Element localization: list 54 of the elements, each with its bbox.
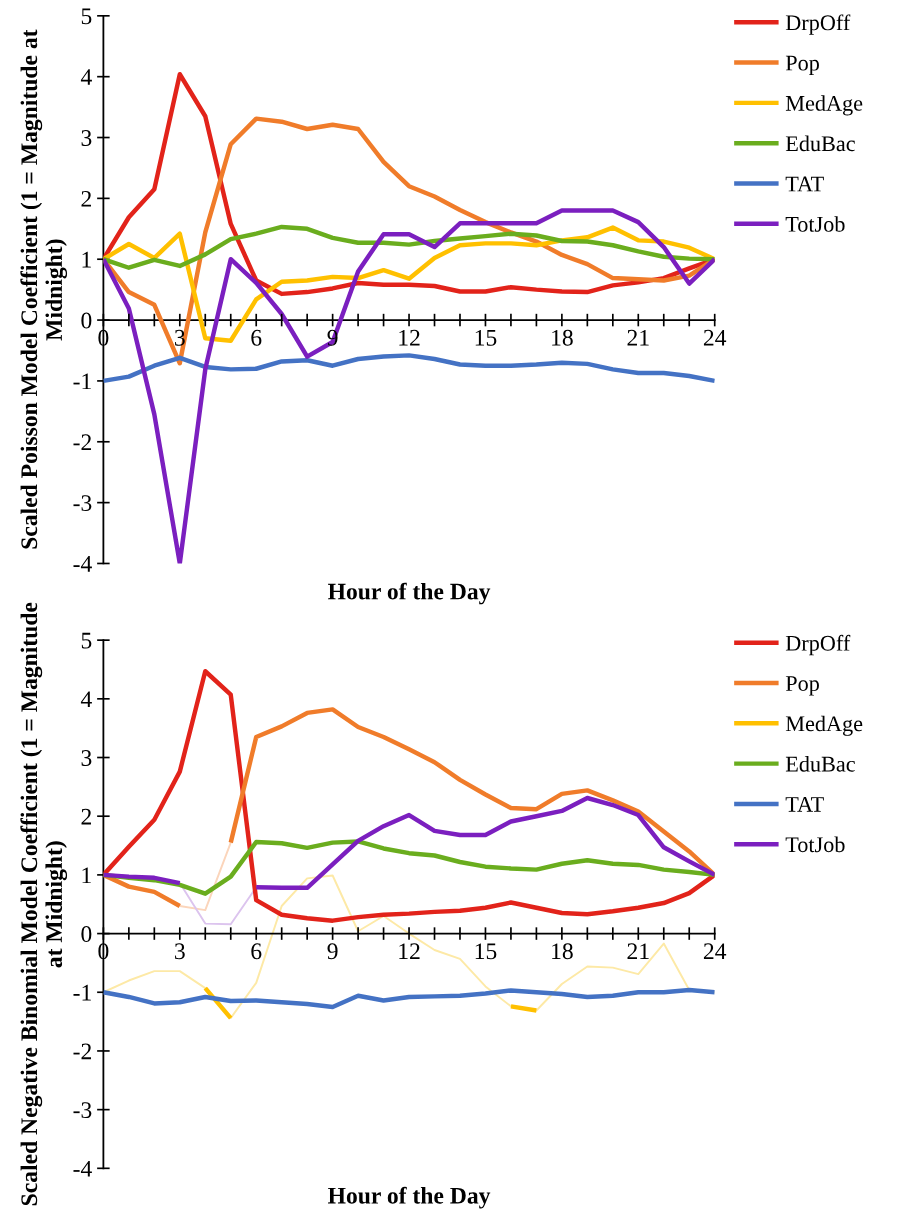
y-tick-label: -2 — [73, 1043, 91, 1060]
legend-label: DrpOff — [785, 634, 851, 656]
y-tick-label: 4 — [80, 691, 92, 708]
line-series — [103, 353, 715, 384]
legend-label: EduBac — [785, 135, 855, 152]
y-axis-title: Scaled Negative Binomial Model Coefficient (1 = Magnitude at Midnight) — [20, 602, 68, 1206]
x-tick-label: 12 — [399, 943, 420, 959]
y-tick-label: -1 — [73, 984, 91, 1001]
y-tick-label: 0 — [81, 312, 92, 329]
y-axis-title: Scaled Poisson Model Coefficient (1 = Magnitude at Midnight) — [20, 29, 68, 549]
y-tick-label: -1 — [73, 373, 91, 390]
legend-label: MedAge — [785, 715, 863, 736]
y-tick-label: -3 — [73, 495, 92, 512]
line-series — [103, 987, 715, 1010]
line-series — [103, 224, 715, 270]
x-axis-title: Hour of the Day — [328, 582, 491, 605]
x-tick-label: 18 — [552, 943, 573, 960]
y-tick-label: 4 — [80, 69, 92, 85]
y-tick-label: -4 — [73, 1160, 92, 1177]
x-tick-label: 15 — [475, 943, 497, 960]
legend-label: DrpOff — [785, 14, 851, 35]
y-tick-label: 0 — [81, 926, 92, 942]
y-tick-label: 5 — [81, 632, 92, 649]
y-tick-label: 1 — [82, 867, 91, 884]
x-axis-title: Hour of the Day — [328, 1186, 491, 1209]
legend-label: Pop — [785, 55, 819, 76]
y-tick-label: 2 — [81, 190, 91, 207]
x-tick-label: 24 — [703, 943, 727, 959]
legend-label: TotJob — [785, 216, 845, 232]
y-tick-label: 2 — [81, 808, 91, 825]
line-series — [103, 669, 715, 923]
legend-label: MedAge — [785, 95, 863, 116]
x-tick-label: 9 — [327, 943, 338, 960]
legend-label: Pop — [785, 676, 819, 696]
x-tick-label: 18 — [552, 329, 573, 346]
legend-label: EduBac — [785, 755, 855, 772]
y-tick-label: 5 — [81, 8, 92, 25]
x-tick-label: 6 — [251, 329, 262, 346]
y-tick-label: -2 — [73, 434, 91, 450]
x-tick-label: 15 — [475, 329, 497, 346]
y-tick-label: -3 — [73, 1102, 92, 1119]
x-tick-label: 12 — [399, 329, 420, 346]
x-tick-label: 21 — [627, 329, 649, 346]
x-tick-label: 6 — [251, 943, 262, 960]
legend-label: TotJob — [785, 836, 845, 853]
x-tick-label: 3 — [175, 943, 185, 960]
legend-label: TAT — [785, 797, 824, 812]
legend-label: TAT — [785, 176, 824, 192]
y-tick-label: 3 — [81, 750, 92, 766]
y-tick-label: -4 — [73, 556, 92, 572]
y-tick-label: 1 — [82, 251, 91, 268]
x-tick-label: 21 — [627, 943, 649, 959]
y-tick-label: 3 — [81, 130, 92, 146]
x-tick-label: 24 — [703, 329, 727, 346]
